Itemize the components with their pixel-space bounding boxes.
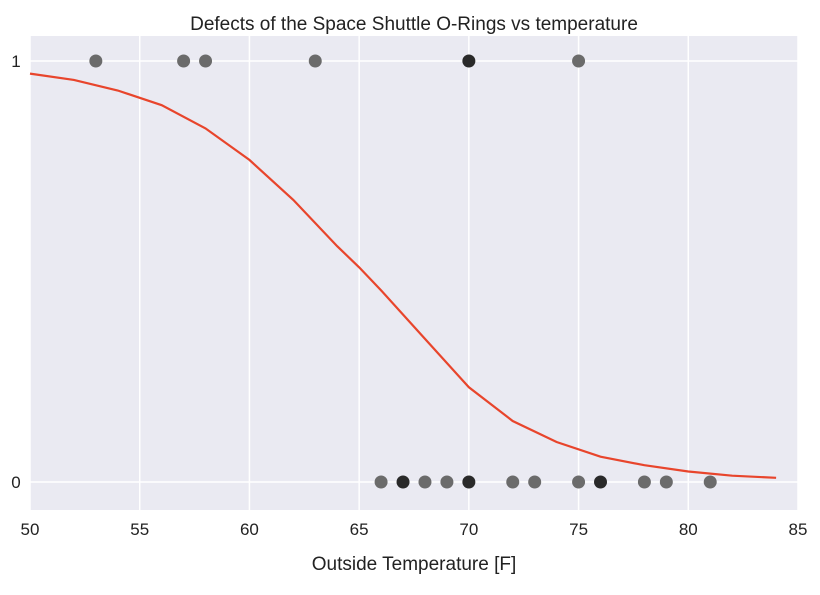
no-defect-point <box>440 475 454 489</box>
defect-point <box>462 54 476 68</box>
defect-point <box>199 54 213 68</box>
no-defect-point <box>506 475 520 489</box>
no-defect-point <box>462 475 476 489</box>
y-tick-label: 1 <box>11 52 20 71</box>
x-tick-label: 85 <box>789 520 808 539</box>
x-tick-label: 55 <box>130 520 149 539</box>
plot-area <box>30 36 798 510</box>
fit-curve-layer <box>29 72 777 479</box>
no-defect-point <box>659 475 673 489</box>
no-defect-point <box>572 475 586 489</box>
no-defect-point <box>703 475 717 489</box>
x-tick-label: 50 <box>21 520 40 539</box>
defect-point <box>308 54 322 68</box>
chart-title: Defects of the Space Shuttle O-Rings vs … <box>190 14 638 35</box>
no-defect-point <box>594 475 608 489</box>
no-defect-point <box>396 475 410 489</box>
x-axis-label: Outside Temperature [F] <box>312 554 517 575</box>
no-defect-point <box>418 475 432 489</box>
logistic-fit-curve <box>29 72 777 479</box>
no-defect-point <box>637 475 651 489</box>
no-defect-point <box>528 475 542 489</box>
x-tick-label: 65 <box>350 520 369 539</box>
x-tick-label: 70 <box>459 520 478 539</box>
no-defect-point <box>374 475 388 489</box>
defect-point <box>572 54 586 68</box>
y-tick-label: 0 <box>11 473 20 492</box>
x-tick-label: 60 <box>240 520 259 539</box>
points-layer <box>89 54 717 489</box>
x-tick-label: 80 <box>679 520 698 539</box>
x-tick-label: 75 <box>569 520 588 539</box>
defect-point <box>177 54 191 68</box>
tick-labels: 50 55 60 65 70 75 80 85 0 1 <box>11 52 807 539</box>
defect-point <box>89 54 103 68</box>
